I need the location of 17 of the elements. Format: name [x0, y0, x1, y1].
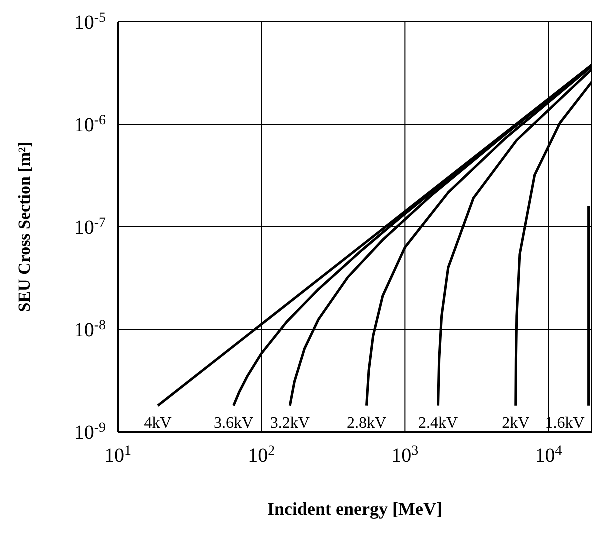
series-label: 2.8kV [346, 414, 387, 432]
x-axis-title: Incident energy [MeV] [268, 499, 442, 519]
series-label: 3.6kV [214, 414, 254, 432]
series-label: 3.2kV [270, 414, 310, 432]
x-tick-label: 10$^{3}$ [392, 444, 419, 467]
y-tick-label: 10$^{-5}$ [74, 10, 106, 34]
y-tick-label: 10$^{-8}$ [74, 318, 106, 342]
x-tick-label: 10$^{4}$ [535, 444, 562, 467]
y-tick-label: 10$^{-7}$ [74, 216, 106, 239]
series-label: 2kV [502, 414, 530, 432]
series-label: 2.4kV [418, 414, 458, 432]
y-tick-label: 10$^{-9}$ [74, 420, 106, 444]
x-tick-label: 10$^{2}$ [248, 444, 276, 467]
x-tick-label: 10$^{1}$ [104, 444, 132, 467]
series-label: 4kV [144, 414, 172, 432]
y-axis-title: SEU Cross Section [m²] [15, 142, 34, 312]
y-tick-label: 10$^{-6}$ [74, 113, 106, 136]
